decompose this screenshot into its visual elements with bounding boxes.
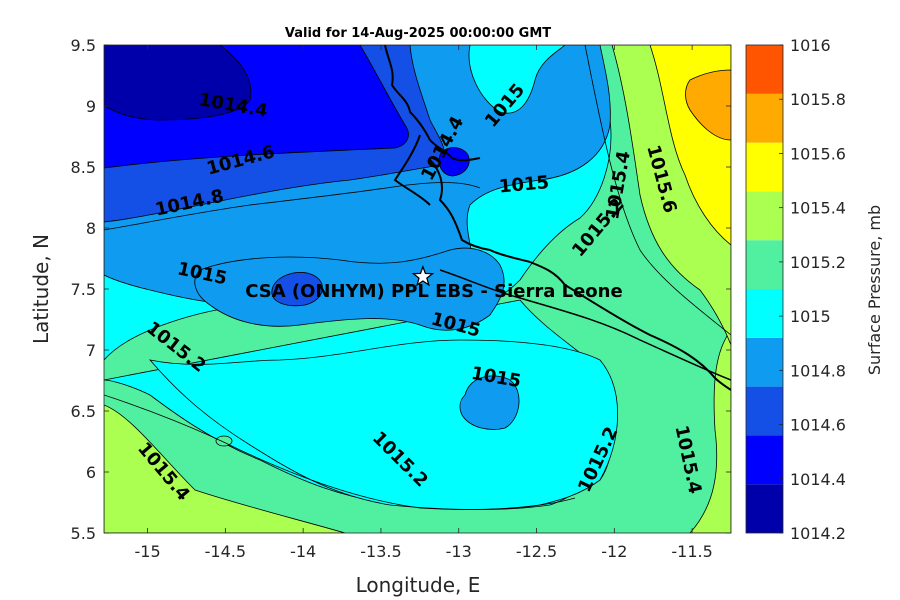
x-axis-label: Longitude, E [356,573,481,597]
colorbar-swatch [746,289,783,338]
colorbar-swatch [746,45,783,94]
x-tick-label: -13 [446,542,472,561]
pressure-band-1015-8 [685,69,731,141]
x-tick-label: -11.5 [671,542,712,561]
isobar-1014-8-line [104,182,481,231]
colorbar-tick-label: 1016 [790,36,831,55]
colorbar-frame [745,44,784,534]
x-tick-label: -12.5 [516,542,557,561]
x-tick-label: -14.5 [205,542,246,561]
colorbar-tick-label: 1015.6 [790,144,846,163]
colorbar-swatch [746,435,783,485]
colorbar-swatch [746,484,783,533]
colorbar-swatch [746,142,783,192]
colorbar-tick-label: 1014.4 [790,470,846,489]
y-tick-label: 7 [86,341,96,360]
site-marker: CSA (ONHYM) PPL EBS - Sierra Leone [245,264,623,302]
contour-label: 1015 [498,172,550,197]
isobar-1015-2-line-east [584,45,731,336]
colorbar-swatch [746,386,783,436]
colorbar-tick-label: 1015.4 [790,199,846,218]
colorbar-swatch [746,240,783,289]
pressure-band-1015-4-south [689,329,731,533]
y-tick-label: 6.5 [71,402,96,421]
colorbar-swatch [746,337,783,387]
x-tick-label: -13.5 [360,542,401,561]
y-tick-label: 6 [86,463,96,482]
colorbar [745,44,784,534]
river-line [439,269,731,381]
y-tick-label: 7.5 [71,280,96,299]
x-axis-ticks: -15 -14.5 -14 -13.5 -13 -12.5 -12 -11.5 [134,45,713,561]
coastline [384,45,731,391]
y-tick-label: 9 [86,97,96,116]
y-tick-label: 9.5 [71,36,96,55]
map-plot-area [104,45,731,533]
colorbar-ticks: 1014.2 1014.4 1014.6 1014.8 1015 1015.2 1015.4… [779,36,846,543]
pressure-band-1014-4-east [438,147,470,177]
site-label: CSA (ONHYM) PPL EBS - Sierra Leone [245,281,622,302]
colorbar-tick-label: 1014.2 [790,524,846,543]
y-tick-label: 5.5 [71,524,96,543]
y-axis-ticks: 5.5 6 6.5 7 7.5 8 8.5 9 9.5 [71,36,731,543]
y-tick-label: 8 [86,219,96,238]
colorbar-swatch [746,93,783,143]
x-tick-label: -14 [290,542,316,561]
colorbar-tick-label: 1015.2 [790,253,846,272]
colorbar-tick-label: 1015.8 [790,90,846,109]
pressure-band-1015-4-southwest [104,404,346,533]
pressure-band-1014-8-central [194,247,505,331]
y-tick-label: 8.5 [71,158,96,177]
pressure-band-1015-2-blob [215,435,233,447]
pressure-band-1014-2 [104,45,252,121]
x-tick-label: -15 [134,542,160,561]
pressure-band-1014-8-south [459,375,520,430]
colorbar-tick-label: 1014.6 [790,416,846,435]
colorbar-label: Surface Pressure, mb [865,205,884,375]
y-axis-label: Latitude, N [29,234,53,344]
colorbar-tick-label: 1014.8 [790,361,846,380]
figure-title: Valid for 14-Aug-2025 00:00:00 GMT [285,26,551,41]
x-tick-label: -12 [601,542,627,561]
pressure-band-1014-6-island-west [271,272,323,307]
site-star-icon [411,264,435,287]
colorbar-swatch [746,191,783,241]
pressure-band-1015-north [468,45,566,114]
isobar-1015-line-south [104,394,576,510]
colorbar-tick-label: 1015 [790,307,831,326]
